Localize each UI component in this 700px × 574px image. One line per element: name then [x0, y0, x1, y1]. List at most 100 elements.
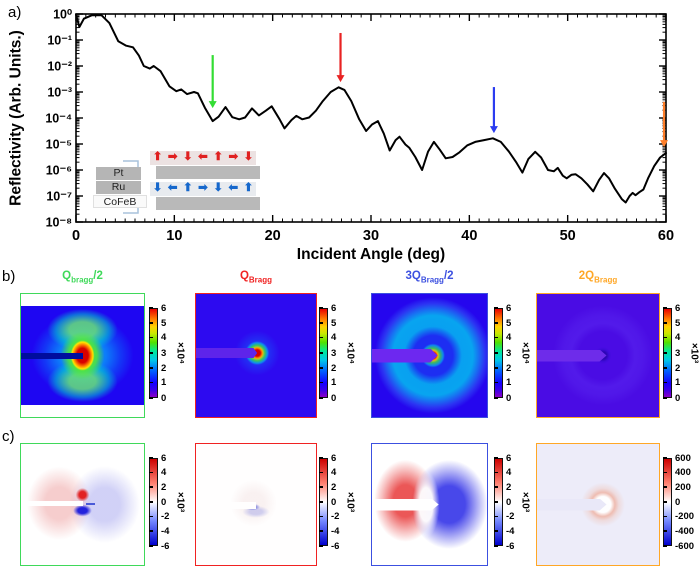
- colorbar-tick-label: 0: [493, 392, 512, 404]
- svg-text:50: 50: [560, 228, 576, 244]
- svg-text:10: 10: [166, 228, 182, 244]
- title-text: Q: [62, 270, 72, 282]
- panel-c-label: c): [2, 428, 15, 445]
- image-box-c4: [536, 443, 660, 566]
- title-text: 3Q: [405, 270, 421, 282]
- colorbar-tick-label: 0: [493, 496, 512, 508]
- inset-top-magnetization-arrows: ⬆ ➡ ⬇ ⬅ ⬆ ➡ ⬇: [150, 151, 256, 165]
- svg-text:40: 40: [461, 228, 477, 244]
- svg-text:30: 30: [363, 228, 379, 244]
- panel-b-title-3: 3QBragg/2: [371, 270, 488, 286]
- colorbar-tick-label: 3: [318, 347, 337, 359]
- colorbar-tick-label: 4: [318, 467, 337, 479]
- title-text: Q: [239, 270, 249, 282]
- colorbar-tick-label: 400: [663, 467, 691, 479]
- magnetization-arrow-icon: ⬇: [243, 151, 254, 164]
- colorbar-tick-label: -6: [318, 540, 340, 552]
- colorbar-tick-label: 0: [318, 392, 337, 404]
- colorbar-tick-label: 2: [148, 481, 167, 493]
- colorbar-b2-exp: ×10⁴: [344, 342, 356, 364]
- colorbar-tick-label: -6: [493, 540, 515, 552]
- colorbar-tick-label: 0: [662, 496, 681, 508]
- title-text: Bragg: [594, 275, 618, 285]
- colorbar-c1-labels: 6 4 2 0 -2 -4 -6: [148, 453, 199, 552]
- title-text: Bragg: [420, 275, 444, 285]
- colorbar-c1-exp: ×10³: [174, 491, 186, 513]
- colorbar-tick-label: 0: [148, 392, 167, 404]
- panel-b-label: b): [2, 268, 16, 285]
- svg-text:10⁻⁴: 10⁻⁴: [45, 112, 72, 126]
- colorbar-tick-label: 2: [493, 481, 512, 493]
- y-axis-title: Reflectivity (Arb. Units.): [7, 30, 24, 206]
- title-text: Bragg: [248, 275, 273, 285]
- colorbar-tick-label: -600: [662, 540, 695, 552]
- beamstop-shadow-c4: [537, 498, 607, 511]
- svg-text:10⁰: 10⁰: [53, 8, 73, 22]
- colorbar-tick-label: 5: [148, 317, 167, 329]
- colorbar-tick-label: 200: [663, 481, 691, 493]
- panel-b-title-4: 2QBragg: [536, 270, 660, 286]
- layer-ru: Ru: [96, 181, 141, 194]
- colorbar-tick-label: 6: [148, 302, 167, 314]
- magnetization-arrow-icon: ➡: [198, 182, 208, 195]
- colorbar-b1-labels: 6 5 4 3 2 1 0: [148, 303, 199, 404]
- colorbar-tick-label: 6: [148, 452, 167, 464]
- magnetization-arrow-icon: ➡: [228, 151, 239, 164]
- colorbar-tick-label: 2: [318, 481, 337, 493]
- colorbar-tick-label: -4: [493, 525, 515, 537]
- magnetization-arrow-icon: ➡: [167, 151, 178, 164]
- difference-pattern-c2: [196, 444, 316, 565]
- y-tick-labels: 10⁰ 10⁻¹ 10⁻² 10⁻³ 10⁻⁴ 10⁻⁵ 10⁻⁶ 10⁻⁷ 10⁻⁸: [45, 8, 73, 230]
- colorbar-tick-label: 3: [662, 347, 681, 359]
- svg-text:10⁻⁶: 10⁻⁶: [46, 164, 72, 178]
- colorbar-tick-label: 0: [662, 392, 681, 404]
- colorbar-tick-label: 5: [662, 317, 681, 329]
- scattering-pattern-b3: [372, 294, 487, 417]
- colorbar-tick-label: 2: [662, 362, 681, 374]
- beamstop-shadow-c3: [372, 498, 439, 511]
- inset-spacer-bar-2: [156, 197, 260, 210]
- colorbar-tick-label: 1: [662, 377, 681, 389]
- colorbar-tick-label: 3: [148, 347, 167, 359]
- colorbar-tick-label: 6: [318, 452, 337, 464]
- center-dash-c1: [86, 502, 96, 505]
- panel-a-plot: 0 10 20 30 40 50 60 10⁰ 10⁻¹ 10⁻² 10⁻³ 10⁻⁴ 10⁻⁵ 10⁻⁶…: [7, 8, 674, 264]
- colorbar-tick-label: 5: [493, 317, 512, 329]
- colorbar-c2-exp: ×10³: [344, 491, 356, 513]
- colorbar-tick-label: 3: [493, 347, 512, 359]
- image-box-c1: [20, 443, 145, 566]
- difference-pattern-c1: [21, 444, 144, 565]
- colorbar-tick-label: 4: [318, 332, 337, 344]
- colorbar-tick-label: 1: [493, 377, 512, 389]
- magnetization-arrow-icon: ⬆: [243, 182, 254, 195]
- image-box-c2: [195, 443, 317, 566]
- colorbar-tick-label: 5: [318, 317, 337, 329]
- beamstop-shadow-b3: [372, 348, 438, 363]
- magnetization-arrow-icon: ⬅: [198, 151, 208, 164]
- colorbar-tick-label: -200: [662, 511, 695, 523]
- svg-text:10⁻¹: 10⁻¹: [47, 34, 72, 48]
- panel-a-label: a): [8, 4, 22, 21]
- x-axis-title: Incident Angle (deg): [297, 246, 445, 263]
- colorbar-c3-labels: 6 4 2 0 -2 -4 -6: [493, 453, 544, 552]
- svg-text:10⁻³: 10⁻³: [47, 86, 72, 100]
- colorbar-b3-exp: ×10⁴: [519, 342, 531, 364]
- image-box-c3: [371, 443, 488, 566]
- colorbar-c2-labels: 6 4 2 0 -2 -4 -6: [318, 453, 369, 552]
- scattering-pattern-b4: [537, 294, 659, 417]
- colorbar-c3-exp: ×10³: [519, 491, 531, 513]
- scattering-pattern-b1: [21, 306, 144, 405]
- title-text: /2: [443, 270, 454, 282]
- colorbar-tick-label: 4: [148, 467, 167, 479]
- difference-pattern-c4: [537, 444, 659, 565]
- inset-spacer-bar-1: [156, 166, 260, 179]
- difference-pattern-c3: [372, 444, 487, 565]
- beamstop-shadow-c1: [21, 501, 83, 507]
- colorbar-tick-label: 6: [493, 302, 512, 314]
- magnetization-arrow-icon: ⬇: [183, 151, 193, 164]
- colorbar-tick-label: 6: [493, 452, 512, 464]
- beamstop-shadow-b1: [21, 352, 83, 359]
- colorbar-tick-label: -400: [662, 525, 695, 537]
- colorbar-tick-label: -4: [148, 525, 170, 537]
